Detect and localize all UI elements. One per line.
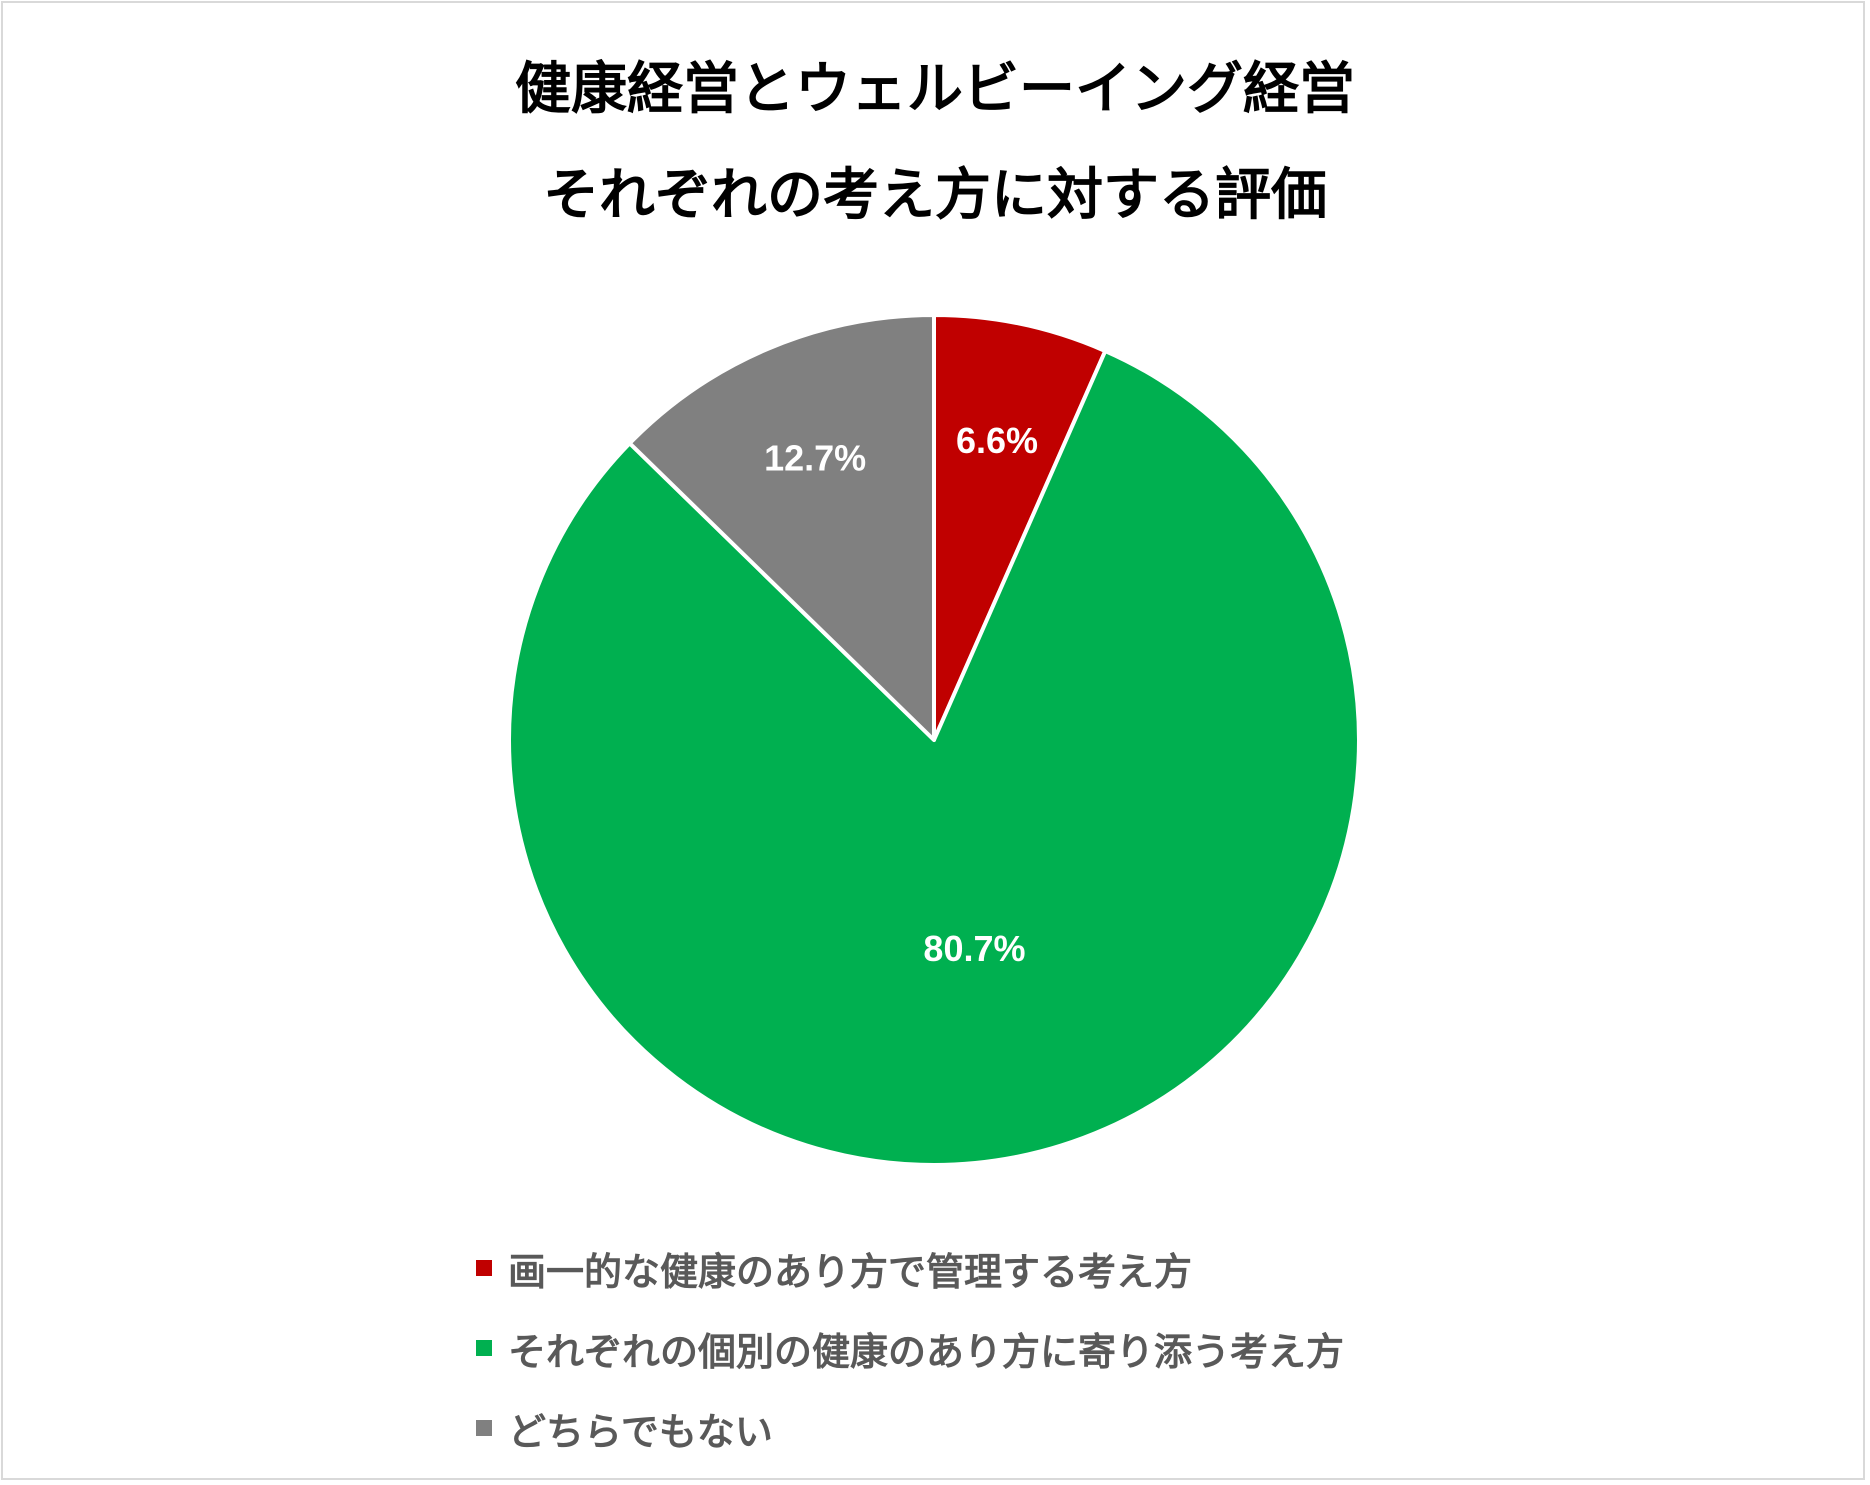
legend-swatch (476, 1260, 492, 1276)
legend-item: それぞれの個別の健康のあり方に寄り添う考え方 (476, 1308, 1344, 1388)
chart-title-line-2: それぞれの考え方に対する評価 (543, 163, 1327, 228)
legend-swatch (476, 1340, 492, 1356)
pie-slice (932, 313, 1108, 742)
legend-label: どちらでもない (508, 1409, 773, 1454)
legend-label: 画一的な健康のあり方で管理する考え方 (508, 1249, 1193, 1294)
chart-title-line-1: 健康経営とウェルビーイング経営 (515, 57, 1355, 122)
legend-item: どちらでもない (476, 1388, 1344, 1468)
chart-legend: 画一的な健康のあり方で管理する考え方 それぞれの個別の健康のあり方に寄り添う考え… (476, 1228, 1344, 1468)
pie-data-label: 80.7% (923, 928, 1025, 969)
legend-swatch (476, 1420, 492, 1436)
legend-item: 画一的な健康のあり方で管理する考え方 (476, 1228, 1344, 1308)
pie-slice (627, 313, 936, 742)
legend-label: それぞれの個別の健康のあり方に寄り添う考え方 (508, 1329, 1345, 1374)
pie-data-label: 6.6% (956, 420, 1038, 461)
pie-data-label: 12.7% (764, 438, 866, 479)
pie-slice (507, 349, 1361, 1167)
